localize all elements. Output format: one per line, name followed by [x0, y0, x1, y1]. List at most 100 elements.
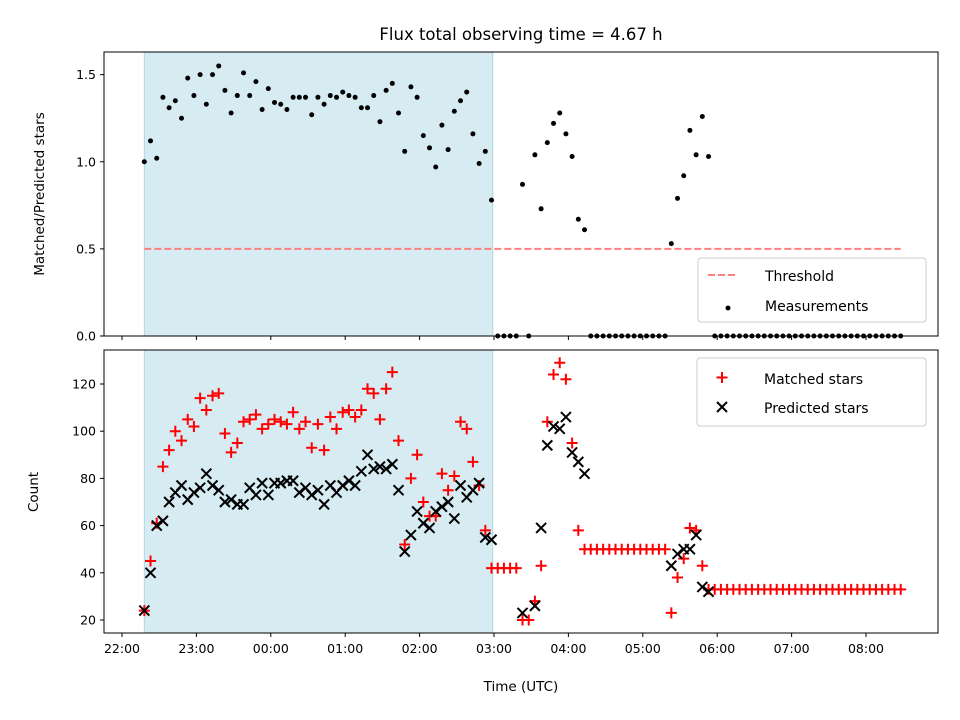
- matched-star-point: [256, 423, 268, 435]
- matched-star-point: [554, 357, 566, 369]
- matched-star-point: [318, 444, 330, 456]
- measurement-point: [179, 115, 185, 121]
- bottom-y-tick-label: 20: [80, 613, 96, 628]
- matched-star-point: [145, 555, 157, 567]
- matched-star-point: [566, 437, 578, 449]
- predicted-star-point: [151, 519, 163, 532]
- predicted-star-point: [442, 496, 454, 508]
- predicted-star-point: [436, 501, 448, 513]
- legend-predicted-swatch: [716, 401, 728, 413]
- legend-box: [696, 357, 927, 427]
- predicted-star-point: [430, 505, 442, 518]
- x-tick-label: 23:00: [178, 641, 214, 656]
- predicted-star-point: [485, 534, 498, 546]
- matched-star-point: [895, 583, 907, 595]
- matched-star-point: [231, 437, 243, 449]
- predicted-star-point: [287, 475, 299, 487]
- measurement-point: [148, 138, 154, 144]
- matched-star-point: [417, 496, 429, 508]
- measurement-point: [284, 106, 290, 112]
- measurement-point: [489, 197, 495, 203]
- x-tick-label: 02:00: [402, 641, 438, 656]
- matched-star-point: [436, 468, 448, 480]
- matched-star-point: [541, 416, 553, 428]
- predicted-star-point: [293, 486, 306, 499]
- measurement-point: [241, 70, 247, 76]
- matched-star-point: [374, 413, 386, 425]
- predicted-star-point: [175, 479, 188, 492]
- measurement-point: [296, 94, 302, 100]
- predicted-star-point: [547, 420, 560, 433]
- measurement-point: [557, 110, 563, 116]
- measurement-point: [575, 216, 581, 222]
- measurement-point: [470, 131, 476, 137]
- predicted-star-point: [213, 484, 225, 496]
- matched-star-point: [324, 411, 336, 423]
- predicted-star-point: [163, 496, 175, 508]
- measurement-point: [476, 161, 482, 167]
- predicted-star-point: [411, 505, 423, 518]
- measurement-point: [141, 159, 147, 165]
- predicted-star-point: [671, 548, 684, 560]
- predicted-star-point: [392, 484, 405, 496]
- matched-star-point: [194, 392, 206, 404]
- matched-star-point: [548, 369, 560, 381]
- matched-star-point: [275, 416, 287, 428]
- predicted-star-point: [423, 522, 436, 534]
- bottom-y-tick-label: 120: [72, 376, 96, 391]
- matched-star-point: [300, 416, 312, 428]
- measurement-point: [451, 108, 457, 114]
- bottom-legend: Matched stars Predicted stars: [696, 357, 927, 427]
- measurement-point: [693, 152, 699, 158]
- measurement-point: [247, 93, 253, 99]
- matched-star-point: [337, 406, 349, 418]
- bottom-y-axis-label: Count: [26, 472, 42, 512]
- matched-star-point: [331, 423, 343, 435]
- predicted-star-point: [206, 479, 219, 492]
- bottom-panel: 20 40 60 80 100 120 22:00 23:00 00:00 01:00 02:00 0…: [72, 349, 939, 656]
- top-y-tick-label: 1.0: [76, 154, 96, 169]
- matched-star-point: [306, 442, 318, 454]
- predicted-star-point: [138, 604, 151, 617]
- measurement-point: [371, 93, 377, 99]
- predicted-star-point: [554, 423, 566, 435]
- predicted-star-point: [566, 446, 578, 459]
- x-tick-label: 08:00: [848, 641, 884, 656]
- matched-star-point: [293, 423, 305, 435]
- predicted-star-point: [473, 477, 485, 489]
- matched-star-point: [244, 413, 256, 425]
- matched-star-point: [405, 472, 417, 484]
- measurement-point: [389, 80, 395, 86]
- matched-star-point: [157, 461, 169, 473]
- bottom-y-tick-label: 100: [72, 424, 96, 439]
- measurement-point: [334, 94, 340, 100]
- legend-measurements-swatch: [725, 305, 731, 311]
- predicted-star-point: [355, 465, 368, 478]
- measurement-point: [706, 154, 712, 160]
- measurement-point: [358, 105, 364, 111]
- measurement-point: [439, 122, 445, 128]
- matched-star-point: [560, 373, 572, 385]
- measurement-point: [303, 94, 309, 100]
- predicted-star-point: [225, 493, 237, 506]
- matched-star-point: [523, 614, 535, 626]
- chart-title: Flux total observing time = 4.67 h: [379, 25, 662, 44]
- top-y-tick-label: 1.5: [76, 67, 96, 82]
- measurement-point: [365, 105, 371, 111]
- measurement-point: [464, 89, 470, 95]
- matched-star-point: [169, 425, 181, 437]
- matched-star-point: [200, 404, 212, 416]
- matched-star-point: [188, 420, 200, 432]
- measurement-point: [544, 140, 550, 146]
- matched-star-point: [672, 572, 684, 584]
- measurement-point: [234, 93, 240, 99]
- measurement-point: [532, 152, 538, 158]
- predicted-star-point: [516, 607, 529, 619]
- measurement-point: [172, 98, 178, 104]
- measurement-point: [222, 87, 228, 93]
- measurement-point: [321, 101, 327, 107]
- matched-star-point: [343, 404, 355, 416]
- measurement-point: [427, 145, 433, 151]
- measurement-point: [352, 94, 358, 100]
- predicted-star-point: [448, 512, 461, 525]
